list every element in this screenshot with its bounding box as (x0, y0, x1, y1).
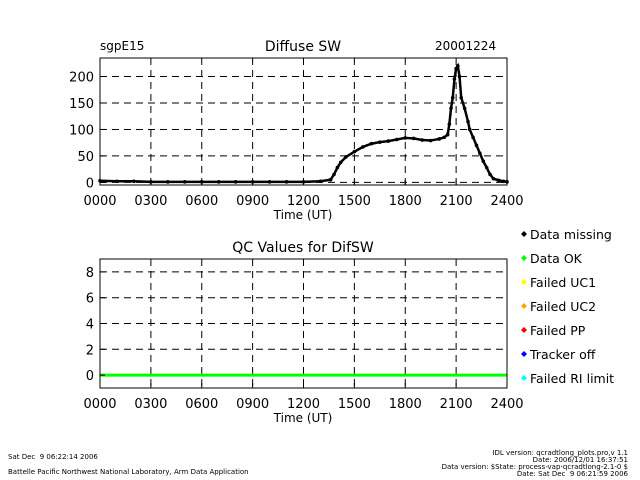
legend-label: Failed RI limit (530, 371, 614, 386)
legend-marker (521, 375, 527, 381)
top-x-ticks: 0000 0300 0600 0900 1200 1500 1800 2100 2400 (83, 180, 524, 209)
bottom-x-tick-label: 2100 (440, 397, 473, 412)
bottom-x-tick-label: 0000 (83, 397, 116, 412)
top-y-tick-label: 100 (69, 123, 94, 138)
footer-idl-version: IDL version: qcradtlong_plots.pro,v 1.1 (492, 449, 628, 457)
bottom-x-tick-label: 1500 (338, 397, 371, 412)
bottom-x-tick-label: 0900 (236, 397, 269, 412)
bottom-grid (100, 259, 507, 388)
legend-marker (521, 351, 527, 357)
legend-label: Failed UC2 (530, 299, 596, 314)
bottom-x-tick-label: 0600 (185, 397, 218, 412)
legend-label: Data missing (530, 227, 612, 242)
bottom-y-ticks: 0 2 4 6 8 (86, 266, 105, 384)
bottom-y-tick-label: 4 (86, 318, 94, 333)
top-x-tick-label: 1800 (389, 194, 422, 209)
legend-item: Data missing (521, 227, 612, 242)
legend-item: Failed PP (521, 323, 586, 338)
legend-item: Data OK (521, 251, 583, 266)
legend-item: Failed UC1 (521, 275, 596, 290)
top-x-tick-label: 0300 (134, 194, 167, 209)
legend-label: Failed PP (530, 323, 586, 338)
top-x-tick-label: 2400 (490, 194, 523, 209)
bottom-x-axis-label: Time (UT) (273, 411, 333, 425)
footer-date-line: Date: 2006/12/01 16:37:51 (532, 456, 628, 464)
legend-item: Failed UC2 (521, 299, 596, 314)
bottom-y-tick-label: 0 (86, 369, 94, 384)
footer-org: Battelle Pacific Northwest National Labo… (8, 468, 249, 476)
bottom-y-tick-label: 2 (86, 343, 94, 358)
top-x-tick-label: 0900 (236, 194, 269, 209)
legend-label: Failed UC1 (530, 275, 596, 290)
top-data (98, 62, 509, 184)
footer-left-date: Sat Dec 9 06:22:14 2006 (8, 453, 98, 461)
date-label: 20001224 (435, 39, 496, 53)
legend-item: Tracker off (521, 347, 596, 362)
chart-title: Diffuse SW (265, 39, 341, 55)
top-x-tick-label: 1200 (287, 194, 320, 209)
top-data-trace (99, 62, 508, 184)
bottom-x-tick-label: 1200 (287, 397, 320, 412)
bottom-x-tick-label: 1800 (389, 397, 422, 412)
top-x-tick-label: 1500 (338, 194, 371, 209)
bottom-y-tick-label: 8 (86, 266, 94, 281)
top-x-tick-label: 0600 (185, 194, 218, 209)
top-x-tick-label: 0000 (83, 194, 116, 209)
bottom-x-ticks: 0000 0300 0600 0900 1200 1500 1800 2100 2400 (83, 383, 524, 412)
legend-label: Tracker off (529, 347, 596, 362)
legend: Data missing Data OK Failed UC1 Failed UC2 F… (521, 227, 614, 386)
bottom-x-tick-label: 2400 (490, 397, 523, 412)
top-y-tick-label: 200 (69, 71, 94, 86)
top-y-tick-label: 150 (69, 97, 94, 112)
legend-marker (521, 279, 527, 285)
top-y-tick-label: 0 (86, 176, 94, 191)
footer-run-date: Date: Sat Dec 9 06:21:59 2006 (516, 470, 628, 478)
top-panel: sgpE15 Diffuse SW 20001224 0000 0300 0600 0… (69, 39, 523, 222)
top-y-ticks: 0 50 100 150 200 (69, 71, 105, 191)
top-x-axis-label: Time (UT) (273, 208, 333, 222)
station-label: sgpE15 (100, 39, 144, 53)
top-x-tick-label: 2100 (440, 194, 473, 209)
bottom-panel: QC Values for DifSW 0000 0300 0600 0900 1200… (83, 240, 523, 425)
footer-data-version: Data version: $State: process-vap-qcradt… (441, 463, 628, 471)
qc-chart-title: QC Values for DifSW (232, 240, 374, 256)
bottom-x-tick-label: 0300 (134, 397, 167, 412)
legend-item: Failed RI limit (521, 371, 614, 386)
bottom-y-tick-label: 6 (86, 292, 94, 307)
legend-marker (521, 303, 527, 309)
legend-marker (521, 255, 527, 261)
legend-marker (521, 327, 527, 333)
top-y-tick-label: 50 (77, 150, 94, 165)
legend-label: Data OK (530, 251, 583, 266)
top-grid (100, 58, 507, 185)
legend-marker (521, 231, 527, 237)
